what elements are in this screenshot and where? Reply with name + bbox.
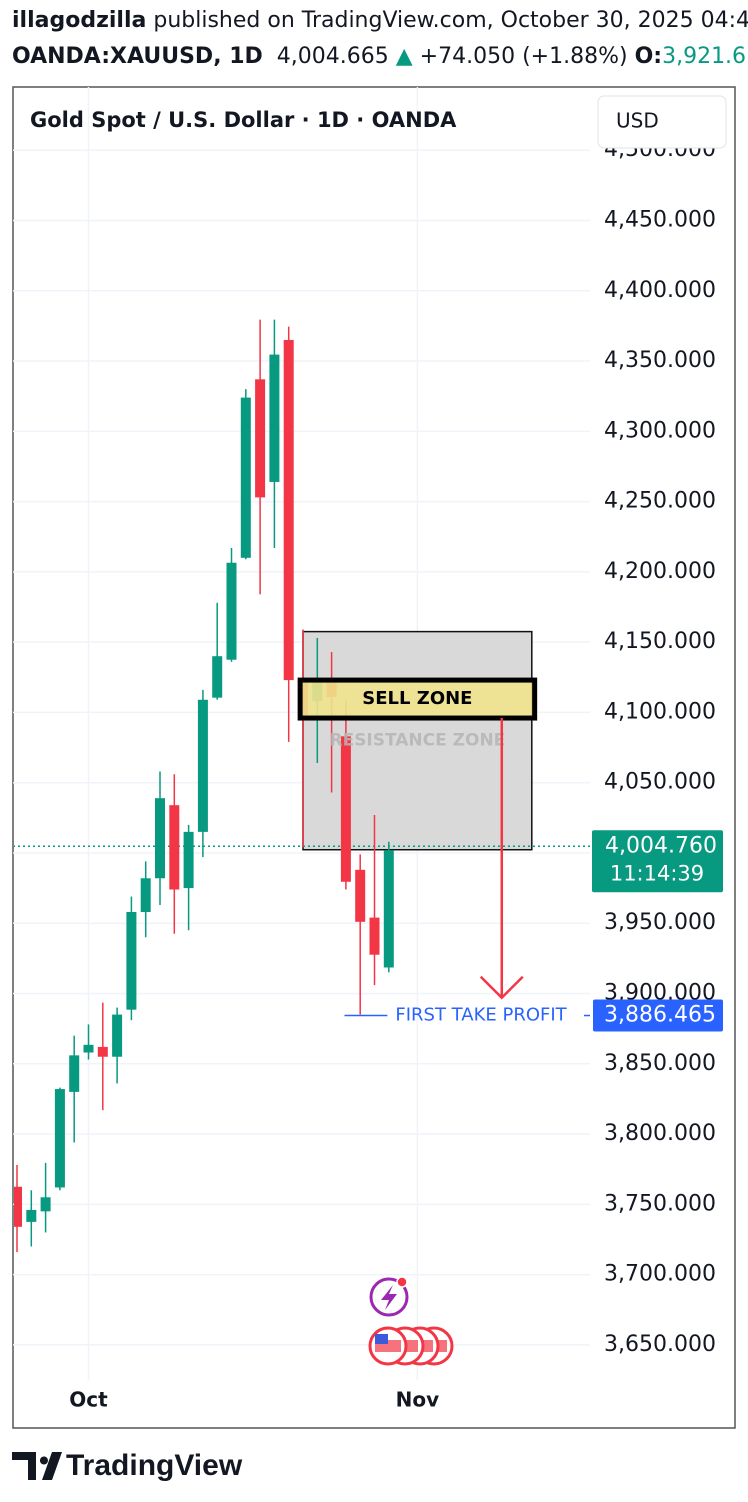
flag-canton: [375, 1334, 388, 1344]
take-profit-price: 3,886.465: [604, 1003, 716, 1028]
y-tick-label: 4,450.000: [604, 208, 716, 233]
price-badge-value: 4,004.760: [605, 833, 717, 858]
y-tick-label: 4,250.000: [604, 489, 716, 514]
published: published on TradingView.com, October 30…: [153, 8, 748, 33]
y-tick-label: 3,650.000: [604, 1332, 716, 1357]
y-tick-label: 3,950.000: [604, 910, 716, 935]
y-tick-label: 4,100.000: [604, 699, 716, 724]
symbol: OANDA:XAUUSD, 1D: [12, 44, 263, 69]
candle-body: [14, 1186, 23, 1227]
candle-body: [83, 1044, 94, 1053]
take-profit-label: FIRST TAKE PROFIT: [395, 1005, 567, 1026]
open-value: 3,921.61: [662, 44, 748, 69]
candle-body: [269, 354, 280, 482]
y-tick-label: 4,400.000: [604, 278, 716, 303]
quote-line: OANDA:XAUUSD, 1D 4,004.665 ▲ +74.050 (+1…: [12, 44, 748, 69]
candle-body: [155, 798, 166, 879]
change-arrow: ▲: [395, 44, 413, 69]
candle-body: [97, 1046, 108, 1057]
candle-body: [226, 562, 237, 660]
y-tick-label: 4,200.000: [604, 559, 716, 584]
currency-button[interactable]: USD: [616, 109, 659, 133]
publish-line: illagodzilla published on TradingView.co…: [12, 8, 748, 33]
candle-body: [383, 850, 394, 968]
y-tick-label: 3,750.000: [604, 1191, 716, 1216]
candle-body: [355, 869, 366, 922]
y-tick-label: 4,350.000: [604, 348, 716, 373]
currency-button-bg[interactable]: [597, 95, 727, 149]
x-tick-label: Oct: [69, 1388, 108, 1412]
candle-body: [169, 805, 180, 890]
brand-logo: [12, 1452, 62, 1480]
x-tick-label: Nov: [396, 1388, 440, 1412]
change: +74.050 (+1.88%): [419, 44, 628, 69]
candle-body: [112, 1014, 123, 1057]
price-badge: [592, 830, 723, 893]
event-icon-dot: [396, 1276, 408, 1288]
last-price: 4,004.665: [276, 44, 389, 69]
candle-body: [40, 1197, 51, 1212]
candle-body: [69, 1055, 80, 1092]
candle-body: [340, 736, 351, 882]
event-icon-bolt: [381, 1285, 397, 1310]
candle-body: [255, 379, 266, 498]
y-tick-label: 4,050.000: [604, 770, 716, 795]
sell-zone: [297, 677, 538, 721]
candle-body: [212, 656, 223, 698]
candle-body: [369, 917, 380, 955]
candle-body: [140, 878, 151, 912]
brand-name: TradingView: [66, 1449, 243, 1482]
arrow-head: [479, 975, 524, 1000]
y-tick-label: 3,850.000: [604, 1051, 716, 1076]
take-profit-badge: [593, 999, 723, 1032]
candle-body: [183, 831, 194, 889]
candle-body: [240, 397, 251, 558]
sell-zone-label: SELL ZONE: [362, 688, 472, 709]
chart-title: Gold Spot / U.S. Dollar · 1D · OANDA: [30, 108, 457, 132]
resistance-zone-label: RESISTANCE ZONE: [329, 731, 505, 751]
y-tick-label: 4,150.000: [604, 629, 716, 654]
candle-body: [197, 699, 208, 832]
candle-body: [26, 1209, 37, 1222]
y-tick-label: 3,800.000: [604, 1121, 716, 1146]
y-tick-label: 3,700.000: [604, 1262, 716, 1287]
y-tick-label: 4,300.000: [604, 418, 716, 443]
candle-body: [126, 911, 137, 1010]
candle-body: [54, 1089, 65, 1188]
candle-body: [283, 339, 294, 681]
price-badge-countdown: 11:14:39: [610, 861, 704, 885]
open-label: O:: [634, 44, 663, 69]
author: illagodzilla: [12, 8, 147, 33]
